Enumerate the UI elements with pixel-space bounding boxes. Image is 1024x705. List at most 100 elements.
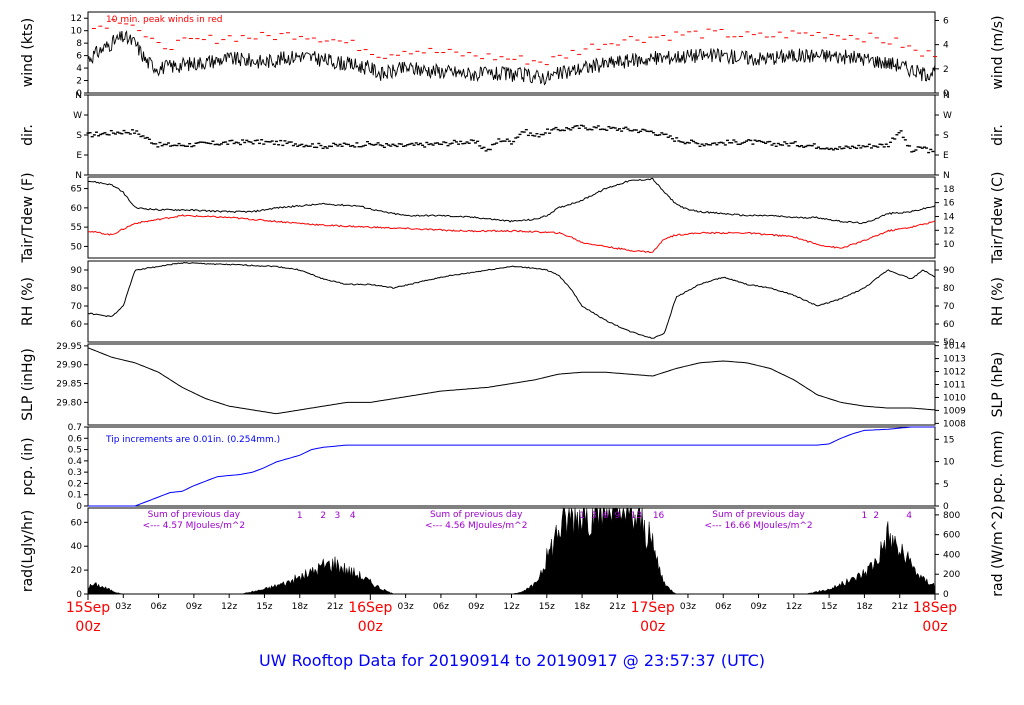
left-tick-label-wind: 8 (76, 39, 82, 49)
left-tick-label-wind: 10 (71, 27, 83, 37)
right-tick-label-wind: 6 (943, 16, 949, 26)
ylabel-right-temp: Tair/Tdew (C) (990, 172, 1006, 265)
x-tick-label: 09z (750, 602, 766, 612)
footer-title: UW Rooftop Data for 20190914 to 20190917… (259, 651, 765, 670)
left-tick-label-rad: 20 (71, 566, 83, 576)
left-tick-label-temp: 50 (71, 242, 83, 252)
left-tick-label-rad: 40 (71, 542, 83, 552)
hour-mark: 9 (615, 511, 621, 521)
panel-frame-dir (87, 94, 936, 176)
left-tick-label-pcp: 0.6 (68, 434, 83, 444)
panel-temp: Tair/Tdew (F) Tair/Tdew (C) 50 55 60 65 10 12 14… (20, 172, 1006, 265)
right-tick-label-wind: 4 (943, 41, 949, 51)
right-tick-label-dir: N (943, 171, 950, 181)
right-tick-label-slp: 1009 (943, 406, 966, 416)
hour-mark: 2 (320, 511, 326, 521)
hour-mark: 16 (653, 511, 665, 521)
ylabel-left-wind: wind (kts) (20, 18, 36, 87)
series-pcp-cumulative-precipitation (88, 426, 935, 507)
x-tick-label: 15z (821, 602, 837, 612)
panel-rh: RH (%) RH (%) 60 70 80 90 50 60 70 80 90 (20, 260, 1006, 348)
x-tick-label: 09z (186, 602, 202, 612)
right-tick-label-rh: 60 (943, 320, 955, 330)
panel-frame-wind (87, 11, 936, 94)
ylabel-right-dir: dir. (990, 124, 1006, 146)
left-tick-label-pcp: 0 (76, 502, 82, 512)
left-tick-label-temp: 65 (71, 185, 82, 195)
right-tick-label-temp: 16 (943, 199, 955, 209)
series-wind-peak-wind (91, 19, 937, 66)
left-tick-label-wind: 0 (76, 89, 82, 99)
ylabel-right-rh: RH (%) (990, 277, 1006, 326)
x-tick-label: 03z (115, 602, 131, 612)
panel-rad: rad(Lgly/hr) rad (W/m^2)02040600200400600… (20, 505, 1006, 600)
left-tick-label-pcp: 0.1 (68, 491, 82, 501)
x-tick-label: 18z (856, 602, 872, 612)
date-label-day: 15Sep (66, 600, 110, 616)
x-tick-label: 12z (503, 602, 519, 612)
hour-mark: 13 (630, 511, 641, 521)
x-tick-label: 12z (786, 602, 802, 612)
right-tick-label-slp: 1010 (943, 393, 966, 403)
ylabel-right-wind: wind (m/s) (990, 15, 1006, 89)
x-tick-label: 21z (327, 602, 343, 612)
series-wind-wind-speed (87, 30, 936, 86)
annotation-wind: 10 min. peak winds in red (106, 15, 223, 25)
left-tick-label-dir: N (75, 171, 82, 181)
right-tick-label-rh: 50 (943, 338, 955, 348)
x-tick-label: 15z (256, 602, 272, 612)
x-tick-label: 18z (292, 602, 308, 612)
right-tick-label-temp: 10 (943, 240, 955, 250)
daily-sum-value: <--- 4.57 MJoules/m^2 (143, 521, 245, 531)
x-tick-label: 06z (715, 602, 731, 612)
right-tick-label-rad: 800 (943, 511, 960, 521)
left-tick-label-rad: 60 (71, 518, 83, 528)
x-tick-label: 21z (892, 602, 908, 612)
left-tick-label-dir: W (73, 111, 82, 121)
right-tick-label-temp: 14 (943, 212, 955, 222)
ylabel-left-rh: RH (%) (20, 277, 36, 326)
annotation-pcp: Tip increments are 0.01in. (0.254mm.) (105, 435, 280, 445)
right-tick-label-pcp: 5 (943, 480, 949, 490)
left-tick-label-temp: 60 (71, 204, 83, 214)
left-tick-label-rh: 60 (71, 320, 83, 330)
hour-mark: 3 (591, 511, 597, 521)
right-tick-label-dir: S (943, 131, 949, 141)
right-tick-label-rh: 90 (943, 266, 955, 276)
x-axis: 03z 06z 09z 12z 15z 18z 21z 03z 06z 09z 12z 15z 18z 2… (66, 594, 957, 635)
left-tick-label-wind: 12 (71, 14, 82, 24)
hour-mark: 1 (862, 511, 868, 521)
left-tick-label-slp: 29.90 (56, 361, 82, 371)
left-tick-label-dir: S (76, 131, 82, 141)
date-label-day: 18Sep (913, 600, 957, 616)
x-tick-label: 12z (221, 602, 237, 612)
panel-frame-slp (87, 343, 936, 426)
daily-sum-value: <--- 4.56 MJoules/m^2 (425, 521, 527, 531)
left-tick-label-pcp: 0.7 (68, 423, 82, 433)
ylabel-left-dir: dir. (20, 124, 36, 146)
panel-slp: SLP (inHg) SLP (hPa) 29.80 29.85 29.90 29.95 1… (20, 342, 1006, 430)
date-label-hour: 00z (358, 619, 383, 635)
right-tick-label-dir: W (943, 111, 952, 121)
daily-sum-title: Sum of previous day (430, 510, 523, 520)
daily-sum-title: Sum of previous day (712, 510, 805, 520)
right-tick-label-pcp: 0 (943, 502, 949, 512)
ylabel-right-pcp: pcp. (mm) (990, 430, 1006, 503)
x-tick-label: 21z (609, 602, 625, 612)
left-tick-label-pcp: 0.2 (68, 479, 82, 489)
left-tick-label-slp: 29.85 (56, 380, 82, 390)
right-tick-label-slp: 1012 (943, 368, 966, 378)
left-tick-label-wind: 2 (76, 77, 82, 87)
hour-mark: 1 (297, 511, 303, 521)
right-tick-label-temp: 18 (943, 185, 955, 195)
right-tick-label-slp: 1008 (943, 419, 966, 429)
series-temp-Tdew (87, 214, 936, 254)
right-tick-label-slp: 1014 (943, 342, 966, 352)
x-tick-label: 06z (433, 602, 449, 612)
ylabel-right-rad: rad (W/m^2) (990, 505, 1006, 596)
left-tick-label-pcp: 0.5 (68, 446, 82, 456)
right-tick-label-wind: 0 (943, 89, 949, 99)
